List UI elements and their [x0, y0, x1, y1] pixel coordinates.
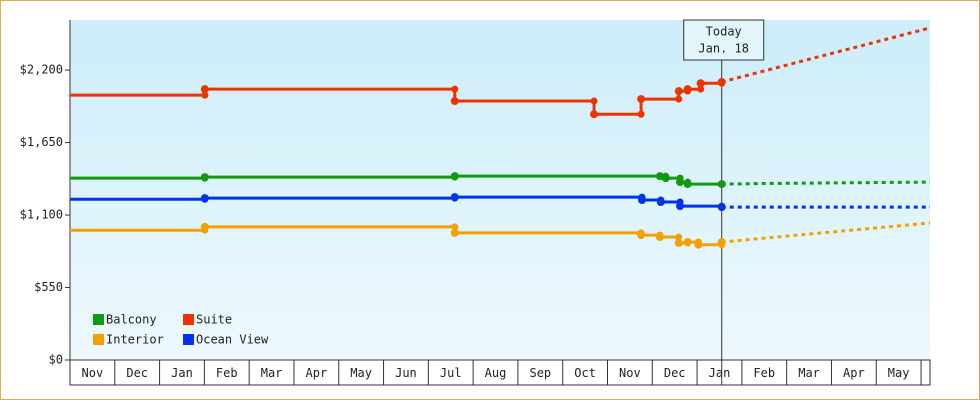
x-tick-label: May: [888, 366, 910, 380]
legend-swatch: [183, 314, 194, 325]
price-point-prev: [675, 95, 683, 103]
price-point-prev: [718, 241, 726, 249]
x-tick-label: Jul: [440, 366, 462, 380]
price-point-prev: [201, 195, 209, 203]
legend-label: Balcony: [106, 313, 157, 327]
x-tick-label: Mar: [261, 366, 283, 380]
price-point-prev: [451, 223, 459, 231]
price-point-prev: [656, 231, 664, 239]
y-tick-label: $2,200: [20, 63, 63, 77]
price-point-prev: [201, 226, 209, 234]
price-point-prev: [451, 173, 459, 181]
price-point-prev: [656, 172, 664, 180]
legend-swatch: [183, 334, 194, 345]
price-point: [674, 87, 683, 96]
price-point-prev: [697, 85, 705, 93]
price-point-prev: [718, 202, 726, 210]
x-tick-label: Mar: [798, 366, 820, 380]
price-point: [450, 228, 459, 237]
price-point-prev: [590, 97, 598, 105]
price-point: [200, 85, 209, 94]
x-tick-label: May: [350, 366, 372, 380]
series: [70, 172, 931, 189]
price-point: [674, 238, 683, 247]
forecast-line: [721, 180, 931, 186]
price-point: [590, 110, 599, 119]
price-point-prev: [657, 196, 665, 204]
price-point-prev: [676, 174, 684, 182]
x-tick-label: Feb: [216, 366, 238, 380]
price-point-prev: [684, 87, 692, 95]
x-tick-label: Aug: [485, 366, 507, 380]
price-point-prev: [201, 91, 209, 99]
series: [70, 26, 931, 119]
x-tick-label: Jun: [395, 366, 417, 380]
y-tick-label: $550: [34, 280, 63, 294]
plot-area: [70, 20, 930, 360]
legend-swatch: [93, 314, 104, 325]
price-point-prev: [662, 172, 670, 180]
x-tick-label: Dec: [126, 366, 148, 380]
today-box: [683, 19, 765, 61]
x-tick-label: Jan: [709, 366, 731, 380]
price-point: [637, 95, 646, 104]
price-point-prev: [451, 194, 459, 202]
forecast-line: [721, 26, 931, 84]
x-tick-label: Oct: [574, 366, 596, 380]
x-tick-label: Nov: [82, 366, 104, 380]
legend-label: Ocean View: [196, 333, 269, 347]
price-point-prev: [637, 110, 645, 118]
series: [70, 221, 931, 249]
price-point-prev: [684, 178, 692, 186]
legend-label: Interior: [106, 333, 164, 347]
x-tick-label: Feb: [753, 366, 775, 380]
price-point-prev: [675, 233, 683, 241]
x-tick-label: Nov: [619, 366, 641, 380]
x-tick-label: Jan: [171, 366, 193, 380]
price-point-prev: [451, 85, 459, 93]
today-label: Jan. 18: [698, 42, 749, 56]
legend-label: Suite: [196, 313, 232, 327]
price-point-prev: [694, 238, 702, 246]
price-point-prev: [676, 198, 684, 206]
x-tick-label: Apr: [306, 366, 328, 380]
series: [70, 193, 930, 212]
y-tick-label: $1,650: [20, 135, 63, 149]
price-point: [450, 97, 459, 106]
price-point-prev: [718, 180, 726, 188]
price-point-prev: [684, 239, 692, 247]
x-tick-label: Dec: [664, 366, 686, 380]
price-point-prev: [638, 193, 646, 201]
price-point-prev: [201, 174, 209, 182]
x-tick-label: Sep: [529, 366, 551, 380]
price-point: [696, 79, 705, 88]
price-point-prev: [718, 79, 726, 87]
y-tick-label: $1,100: [20, 208, 63, 222]
x-tick-label: Apr: [843, 366, 865, 380]
forecast-line: [721, 221, 931, 244]
today-label: Today: [706, 25, 742, 39]
y-tick-label: $0: [49, 353, 63, 367]
price-point-prev: [637, 229, 645, 237]
legend-swatch: [93, 334, 104, 345]
